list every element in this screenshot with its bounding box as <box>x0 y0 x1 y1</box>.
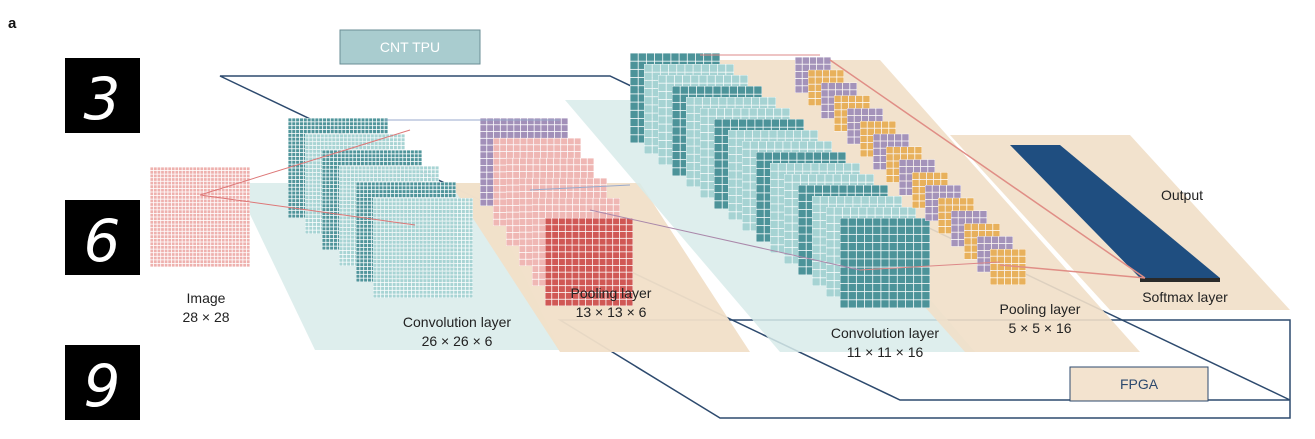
conv1-layer-name: Convolution layer <box>403 314 512 330</box>
conv1-feature-map <box>373 198 473 298</box>
link-image-conv1-bottom <box>199 194 416 226</box>
link-pool2-softmax-top <box>829 59 1146 279</box>
digit-six-image: 6 <box>65 200 140 275</box>
connection-lines <box>199 54 1146 279</box>
output-block-edge <box>1140 278 1220 282</box>
conv2-layer-name: Convolution layer <box>831 325 940 341</box>
image-layer-name: Image <box>187 290 226 306</box>
digit-three-image: 3 <box>65 58 140 133</box>
input-image-grid <box>150 167 250 267</box>
link-pool2-softmax-bottom <box>999 264 1146 279</box>
output-label: Output <box>1161 187 1203 203</box>
link-image-conv1-top <box>199 129 411 196</box>
pool1-feature-map <box>545 218 633 306</box>
layer-labels: Image 28 × 28 Convolution layer 26 × 26 … <box>182 187 1228 360</box>
cnt-tpu-label: CNT TPU <box>380 39 440 55</box>
link-pool1-conv2-low <box>589 209 861 271</box>
pool1-layer-name: Pooling layer <box>571 285 652 301</box>
link-pool1-conv2 <box>529 184 631 191</box>
output-block <box>1010 145 1220 278</box>
pool2-layer-name: Pooling layer <box>1000 301 1081 317</box>
link-conv2-pool2-bottom <box>859 261 1001 271</box>
panel-label: a <box>8 15 17 32</box>
feature-map-grids <box>150 53 1026 308</box>
fpga-label: FPGA <box>1120 376 1159 392</box>
cnt-tpu-box: CNT TPU <box>339 29 481 65</box>
digit-nine-image: 9 <box>65 345 140 420</box>
fpga-box: FPGA <box>1069 366 1209 402</box>
conv1-layer-dims: 26 × 26 × 6 <box>422 333 493 349</box>
softmax-layer-name: Softmax layer <box>1142 289 1228 305</box>
conv2-layer-dims: 11 × 11 × 16 <box>847 344 924 360</box>
pool1-layer-dims: 13 × 13 × 6 <box>576 304 647 320</box>
conv2-feature-map <box>840 218 930 308</box>
digit-images: 3 6 9 <box>65 58 140 420</box>
image-layer-dims: 28 × 28 <box>182 309 229 325</box>
pool2-layer-dims: 5 × 5 × 16 <box>1008 320 1071 336</box>
